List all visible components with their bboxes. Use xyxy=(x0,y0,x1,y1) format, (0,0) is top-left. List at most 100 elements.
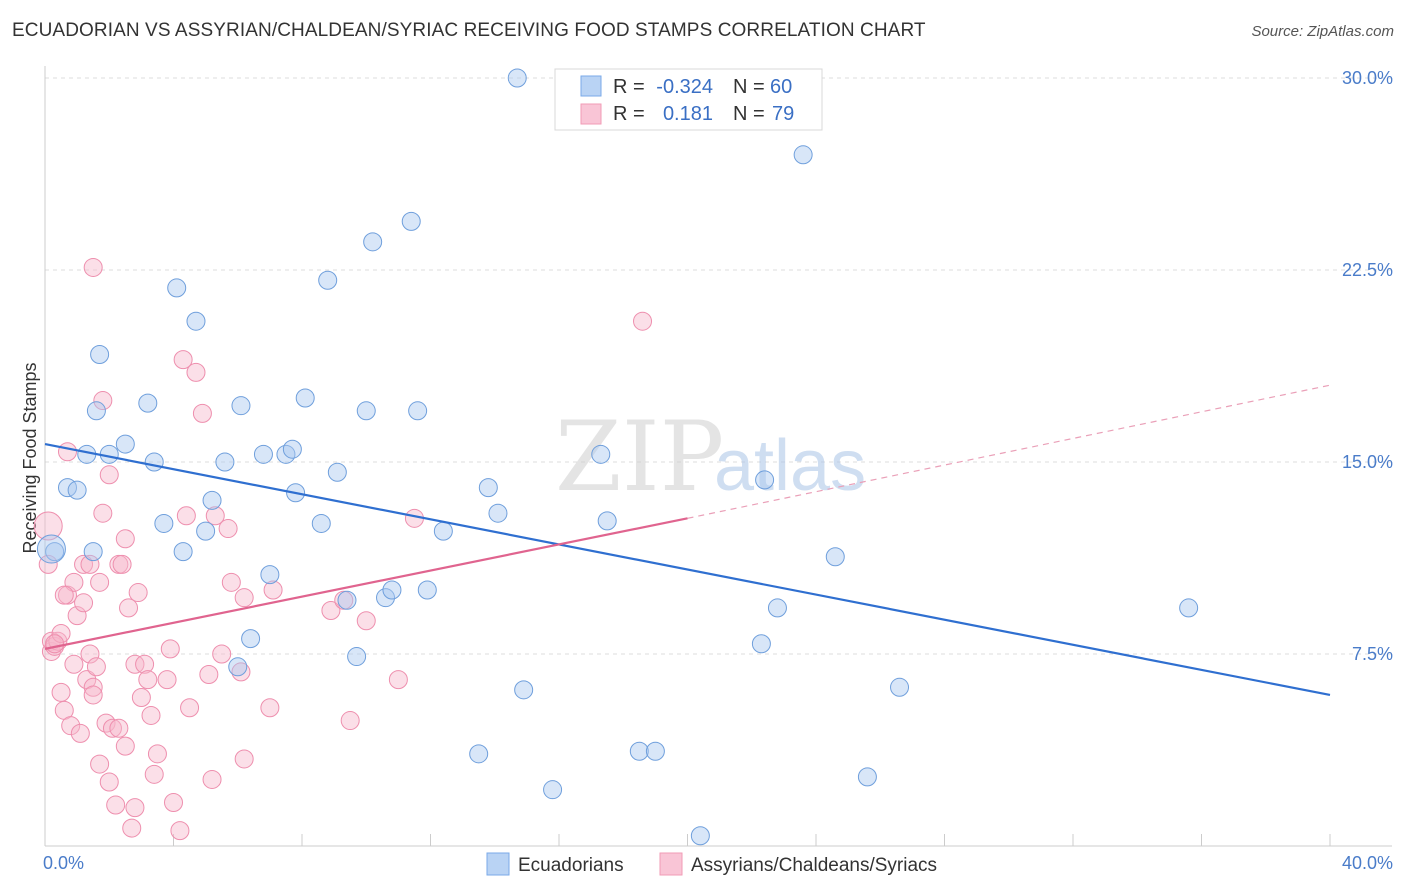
ecuadorians-point-36 xyxy=(408,401,428,421)
assyrians-point-50 xyxy=(160,639,180,659)
ecuadorians-point-4 xyxy=(86,401,106,421)
trend-lines xyxy=(44,384,1331,697)
assyrians-point-42 xyxy=(128,583,148,603)
legend-label-ecuadorians: Ecuadorians xyxy=(518,855,624,876)
ecuadorians-point-43 xyxy=(514,680,534,700)
ecuadorians-point-15 xyxy=(202,490,222,510)
ecuadorians-point-39 xyxy=(469,744,489,764)
ecuadorians-point-37 xyxy=(417,580,437,600)
ecuadorians-point-21 xyxy=(260,565,280,585)
ecuadorians-point-32 xyxy=(363,232,383,252)
ecuadorians-point-22 xyxy=(276,444,296,464)
assyrians-point-65 xyxy=(234,588,254,608)
assyrians-point-60 xyxy=(205,506,225,526)
assyrians-point-56 xyxy=(186,362,206,382)
assyrians-point-6 xyxy=(51,624,71,644)
assyrians-point-63 xyxy=(221,572,241,592)
stats-legend: R = -0.324 N = 60 R = 0.181 N = 79 xyxy=(554,68,823,131)
assyrians-point-16 xyxy=(74,554,94,574)
y-tick-labels: 7.5% 15.0% 22.5% 30.0% xyxy=(1342,68,1393,664)
stats-n-label-1: N = xyxy=(733,76,765,98)
ecuadorians-point-25 xyxy=(295,388,315,408)
ecuadorians-point-28 xyxy=(327,462,347,482)
assyrians-point-24 xyxy=(90,754,110,774)
assyrians-point-47 xyxy=(144,764,164,784)
ecuadorians-point-58 xyxy=(36,534,66,564)
ecuadorians-point-5 xyxy=(90,344,110,364)
ecuadorians-point-46 xyxy=(597,511,617,531)
assyrians-point-52 xyxy=(170,821,190,841)
chart-title: ECUADORIAN VS ASSYRIAN/CHALDEAN/SYRIAC R… xyxy=(12,20,926,41)
legend-swatch-ecuadorians xyxy=(486,852,510,876)
legend-swatch-assyrians xyxy=(659,852,683,876)
assyrians-point-71 xyxy=(340,711,360,731)
assyrians-point-58 xyxy=(199,664,219,684)
assyrians-point-29 xyxy=(99,465,119,485)
ecuadorians-point-11 xyxy=(167,278,187,298)
x-tick-labels: 0.0% 40.0% xyxy=(43,853,1393,873)
assyrians-point-11 xyxy=(61,716,81,736)
ecuadorians-point-52 xyxy=(767,598,787,618)
ecuadorians-point-16 xyxy=(215,452,235,472)
legend-label-assyrians: Assyrians/Chaldeans/Syriacs xyxy=(691,855,937,876)
assyrians-point-57 xyxy=(192,403,212,423)
ecuadorians-point-41 xyxy=(488,503,508,523)
ecuadorians-point-18 xyxy=(231,396,251,416)
assyrians-point-31 xyxy=(102,718,122,738)
assyrians-point-45 xyxy=(138,670,158,690)
assyrians-point-53 xyxy=(173,350,193,370)
assyrians-point-59 xyxy=(202,769,222,789)
assyrians-point-38 xyxy=(119,598,139,618)
ecuadorians-point-29 xyxy=(337,590,357,610)
ecuadorians-point-0 xyxy=(45,542,65,562)
bottom-legend: Ecuadorians Assyrians/Chaldeans/Syriacs xyxy=(486,852,937,876)
ecuadorians-point-12 xyxy=(173,542,193,562)
assyrians-point-54 xyxy=(176,506,196,526)
ecuadorians-point-48 xyxy=(645,741,665,761)
assyrians-point-28 xyxy=(96,713,116,733)
assyrians-point-36 xyxy=(115,529,135,549)
ecuadorians-point-34 xyxy=(382,580,402,600)
ecuadorians-point-49 xyxy=(690,826,710,846)
y-tick-label-0: 7.5% xyxy=(1352,644,1393,664)
ecuadorians-point-7 xyxy=(115,434,135,454)
assyrians-point-20 xyxy=(80,554,100,574)
assyrians-point-17 xyxy=(74,593,94,613)
assyrians-point-40 xyxy=(125,654,145,674)
assyrians-point-44 xyxy=(135,654,155,674)
assyrians-point-51 xyxy=(164,792,183,812)
assyrians-point-34 xyxy=(109,718,129,738)
y-tick-label-2: 22.5% xyxy=(1342,260,1393,280)
assyrians-point-49 xyxy=(157,670,177,690)
stats-legend-swatch-blue xyxy=(580,75,602,97)
assyrians-point-27 xyxy=(93,503,113,523)
ecuadorians-point-57 xyxy=(1179,598,1199,618)
ecuadorians-point-10 xyxy=(154,513,174,533)
ecuadorians-point-47 xyxy=(629,741,649,761)
assyrians-point-21 xyxy=(83,677,103,697)
assyrians-point-0 xyxy=(33,511,63,541)
assyrians-point-13 xyxy=(64,572,84,592)
y-tick-label-3: 30.0% xyxy=(1342,68,1393,88)
chart-source: Source: ZipAtlas.com xyxy=(1251,23,1394,40)
stats-r-value-2: 0.181 xyxy=(663,103,713,125)
assyrians-point-43 xyxy=(131,688,151,708)
assyrians-point-75 xyxy=(633,311,653,331)
axes xyxy=(44,66,1392,847)
ecuadorians-point-54 xyxy=(825,547,845,567)
ecuadorians-point-44 xyxy=(543,780,563,800)
ecuadorians-point-56 xyxy=(890,677,910,697)
ecuadorians-point-27 xyxy=(318,270,338,290)
ecuadorians-point-8 xyxy=(138,393,158,413)
series-ecuadorians-points xyxy=(36,68,1199,846)
stats-r-value-1: -0.324 xyxy=(656,76,713,98)
ecuadorians-point-20 xyxy=(253,444,273,464)
assyrians-point-68 xyxy=(263,580,283,600)
assyrians-point-55 xyxy=(180,698,200,718)
stats-n-label-2: N = xyxy=(733,103,765,125)
ecuadorians-point-23 xyxy=(282,439,302,459)
ecuadorians-point-31 xyxy=(356,401,376,421)
assyrians-point-26 xyxy=(93,391,113,411)
assyrians-point-69 xyxy=(321,600,341,620)
